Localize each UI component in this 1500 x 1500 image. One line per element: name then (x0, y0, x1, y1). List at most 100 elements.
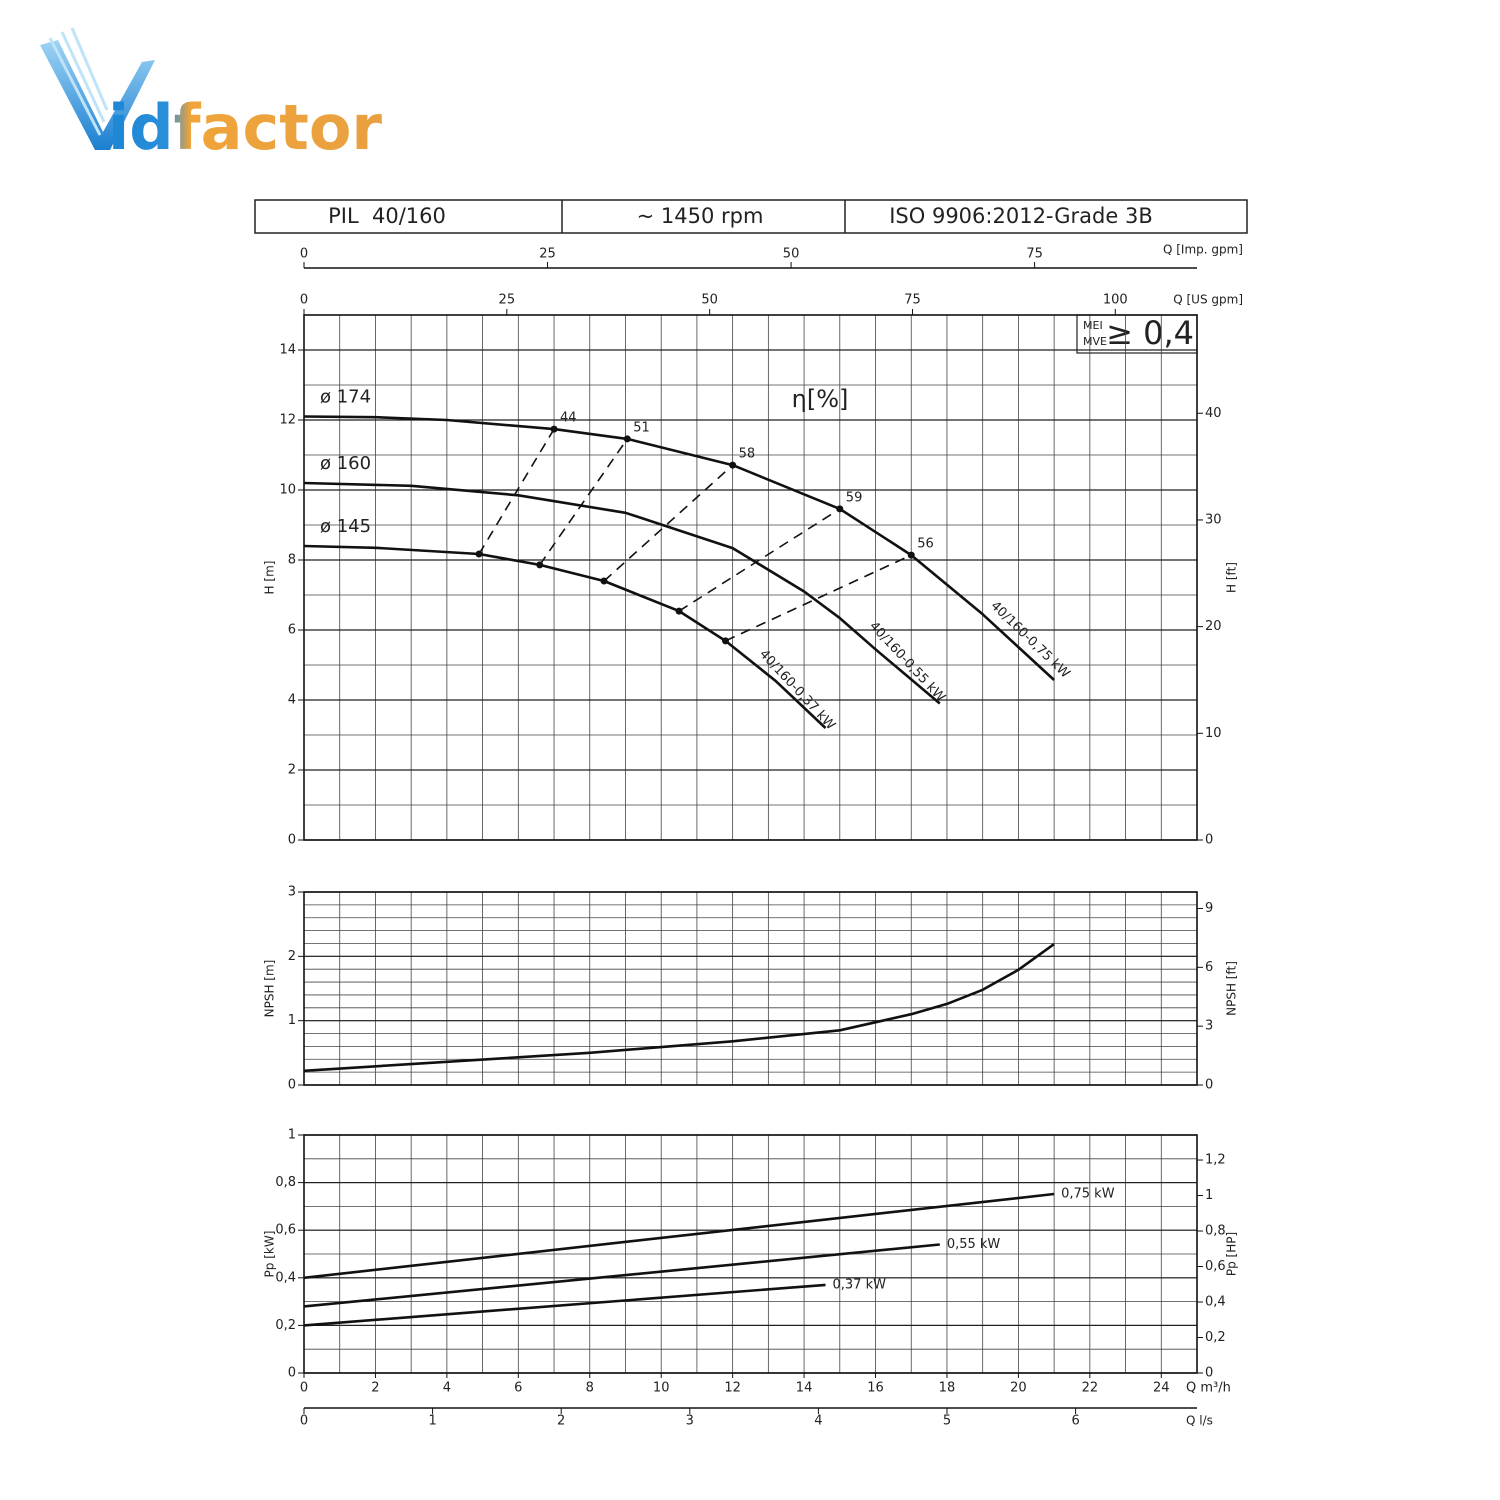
x-tick-label: 16 (867, 1381, 884, 1396)
y-tick-label: 0 (288, 1366, 296, 1381)
y-tick-label: 6 (288, 623, 296, 638)
curve-name: ø 145 (320, 516, 371, 537)
plot-frame (303, 314, 1198, 841)
curve-name: 0,55 kW (947, 1237, 1001, 1252)
y-tick-label: 3 (288, 885, 296, 900)
y-tick-label: 0,2 (275, 1318, 296, 1333)
header-model: PIL 40/160 (328, 204, 446, 228)
y-axis-label: NPSH [m] (263, 960, 277, 1018)
x-tick-label: 18 (939, 1381, 956, 1396)
logo-text: idfactor (108, 91, 382, 164)
curve (303, 481, 941, 705)
curve-name: 0,75 kW (1061, 1187, 1115, 1202)
x-tick-label: 14 (796, 1381, 813, 1396)
efficiency-line (678, 508, 841, 612)
curve-name: 0,37 kW (833, 1277, 887, 1292)
y2-tick-label: 1,2 (1205, 1153, 1226, 1168)
y-tick-label: 0 (288, 833, 296, 848)
efficiency-label: 44 (560, 411, 577, 426)
y-tick-label: 0,8 (275, 1175, 296, 1190)
y2-tick-label: 0,2 (1205, 1330, 1226, 1345)
secondary-x-tick-label: 5 (943, 1414, 951, 1429)
curve-label: 40/160-0,55 kW (866, 619, 948, 705)
y-tick-label: 0,6 (275, 1223, 296, 1238)
x-tick-label: 24 (1153, 1381, 1170, 1396)
secondary-x-tick-label: 1 (428, 1414, 436, 1429)
secondary-x-tick-label: 3 (686, 1414, 694, 1429)
secondary-x-tick-label: 2 (557, 1414, 565, 1429)
mei-value: ≥ 0,4 (1106, 314, 1194, 352)
curve (303, 943, 1055, 1073)
efficiency-line (478, 428, 555, 555)
secondary-x-tick-label: 75 (904, 293, 921, 308)
y-tick-label: 1 (288, 1013, 296, 1028)
y-tick-label: 2 (288, 949, 296, 964)
y2-tick-label: 3 (1205, 1019, 1213, 1034)
plot-frame (303, 1134, 1198, 1374)
y-tick-label: 14 (279, 343, 296, 358)
secondary-x-tick-label: 25 (499, 293, 516, 308)
y2-tick-label: 0 (1205, 1078, 1213, 1093)
secondary-x-tick-label: 50 (701, 293, 718, 308)
logo: idfactor (40, 27, 382, 164)
x-tick-label: 10 (653, 1381, 670, 1396)
secondary-x-tick-label: 100 (1103, 293, 1128, 308)
header-standard: ISO 9906:2012-Grade 3B (889, 204, 1153, 228)
y2-tick-label: 0,4 (1205, 1295, 1226, 1310)
y2-axis-label: H [ft] (1225, 562, 1239, 593)
y2-axis-label: NPSH [ft] (1225, 961, 1239, 1016)
y2-tick-label: 10 (1205, 726, 1222, 741)
y2-axis-label: Pp [HP] (1225, 1232, 1239, 1276)
x-tick-label: 12 (724, 1381, 741, 1396)
curve (303, 415, 1055, 681)
y-tick-label: 0,4 (275, 1270, 296, 1285)
header-speed: ~ 1450 rpm (637, 204, 764, 228)
y2-tick-label: 40 (1205, 406, 1222, 421)
y-tick-label: 10 (279, 483, 296, 498)
chart-panel: 0 1 2 3 0 3 6 9 NPSH [m] NPSH [ft] (263, 885, 1239, 1093)
y-tick-label: 0 (288, 1078, 296, 1093)
x-tick-label: 4 (443, 1381, 451, 1396)
mei-label: MVE (1083, 335, 1107, 348)
y-tick-label: 8 (288, 553, 296, 568)
secondary-x-tick-label: 0 (300, 247, 308, 262)
efficiency-line (539, 438, 628, 566)
annotation: η[%] (792, 385, 849, 413)
y-tick-label: 12 (279, 413, 296, 428)
curve (303, 1283, 826, 1327)
x-tick-label: 0 (300, 1381, 308, 1396)
y2-tick-label: 0 (1205, 833, 1213, 848)
y2-tick-label: 0,6 (1205, 1259, 1226, 1274)
secondary-x-tick-label: 50 (783, 247, 800, 262)
y2-tick-label: 6 (1205, 960, 1213, 975)
secondary-x-tick-label: 0 (300, 293, 308, 308)
curve-name: ø 174 (320, 387, 371, 408)
curve (303, 1192, 1055, 1280)
curve-label: 40/160-0,75 kW (987, 599, 1072, 682)
x-tick-label: 6 (514, 1381, 522, 1396)
secondary-x-axis-label: Q l/s (1186, 1414, 1213, 1428)
secondary-x-axis-label: Q [Imp. gpm] (1163, 243, 1243, 257)
x-tick-label: 20 (1010, 1381, 1027, 1396)
y2-tick-label: 30 (1205, 512, 1222, 527)
y-axis-label: Pp [kW] (263, 1231, 277, 1278)
efficiency-label: 59 (846, 490, 863, 505)
header-table: PIL 40/160 ~ 1450 rpm ISO 9906:2012-Grad… (254, 199, 1248, 234)
efficiency-label: 56 (917, 537, 934, 552)
secondary-x-tick-label: 0 (300, 1414, 308, 1429)
y-tick-label: 4 (288, 693, 296, 708)
y2-tick-label: 9 (1205, 901, 1213, 916)
secondary-x-tick-label: 75 (1026, 247, 1043, 262)
logo-mark-strokes (48, 27, 109, 136)
y2-tick-label: 0,8 (1205, 1224, 1226, 1239)
y2-tick-label: 0 (1205, 1366, 1213, 1381)
header-box (254, 199, 1248, 234)
x-axis-label: Q m³/h (1186, 1381, 1231, 1396)
y-tick-label: 1 (288, 1128, 296, 1143)
secondary-x-tick-label: 25 (539, 247, 556, 262)
curve (303, 544, 827, 729)
secondary-x-tick-label: 4 (814, 1414, 822, 1429)
plot-frame (303, 891, 1198, 1086)
efficiency-line (603, 464, 734, 582)
